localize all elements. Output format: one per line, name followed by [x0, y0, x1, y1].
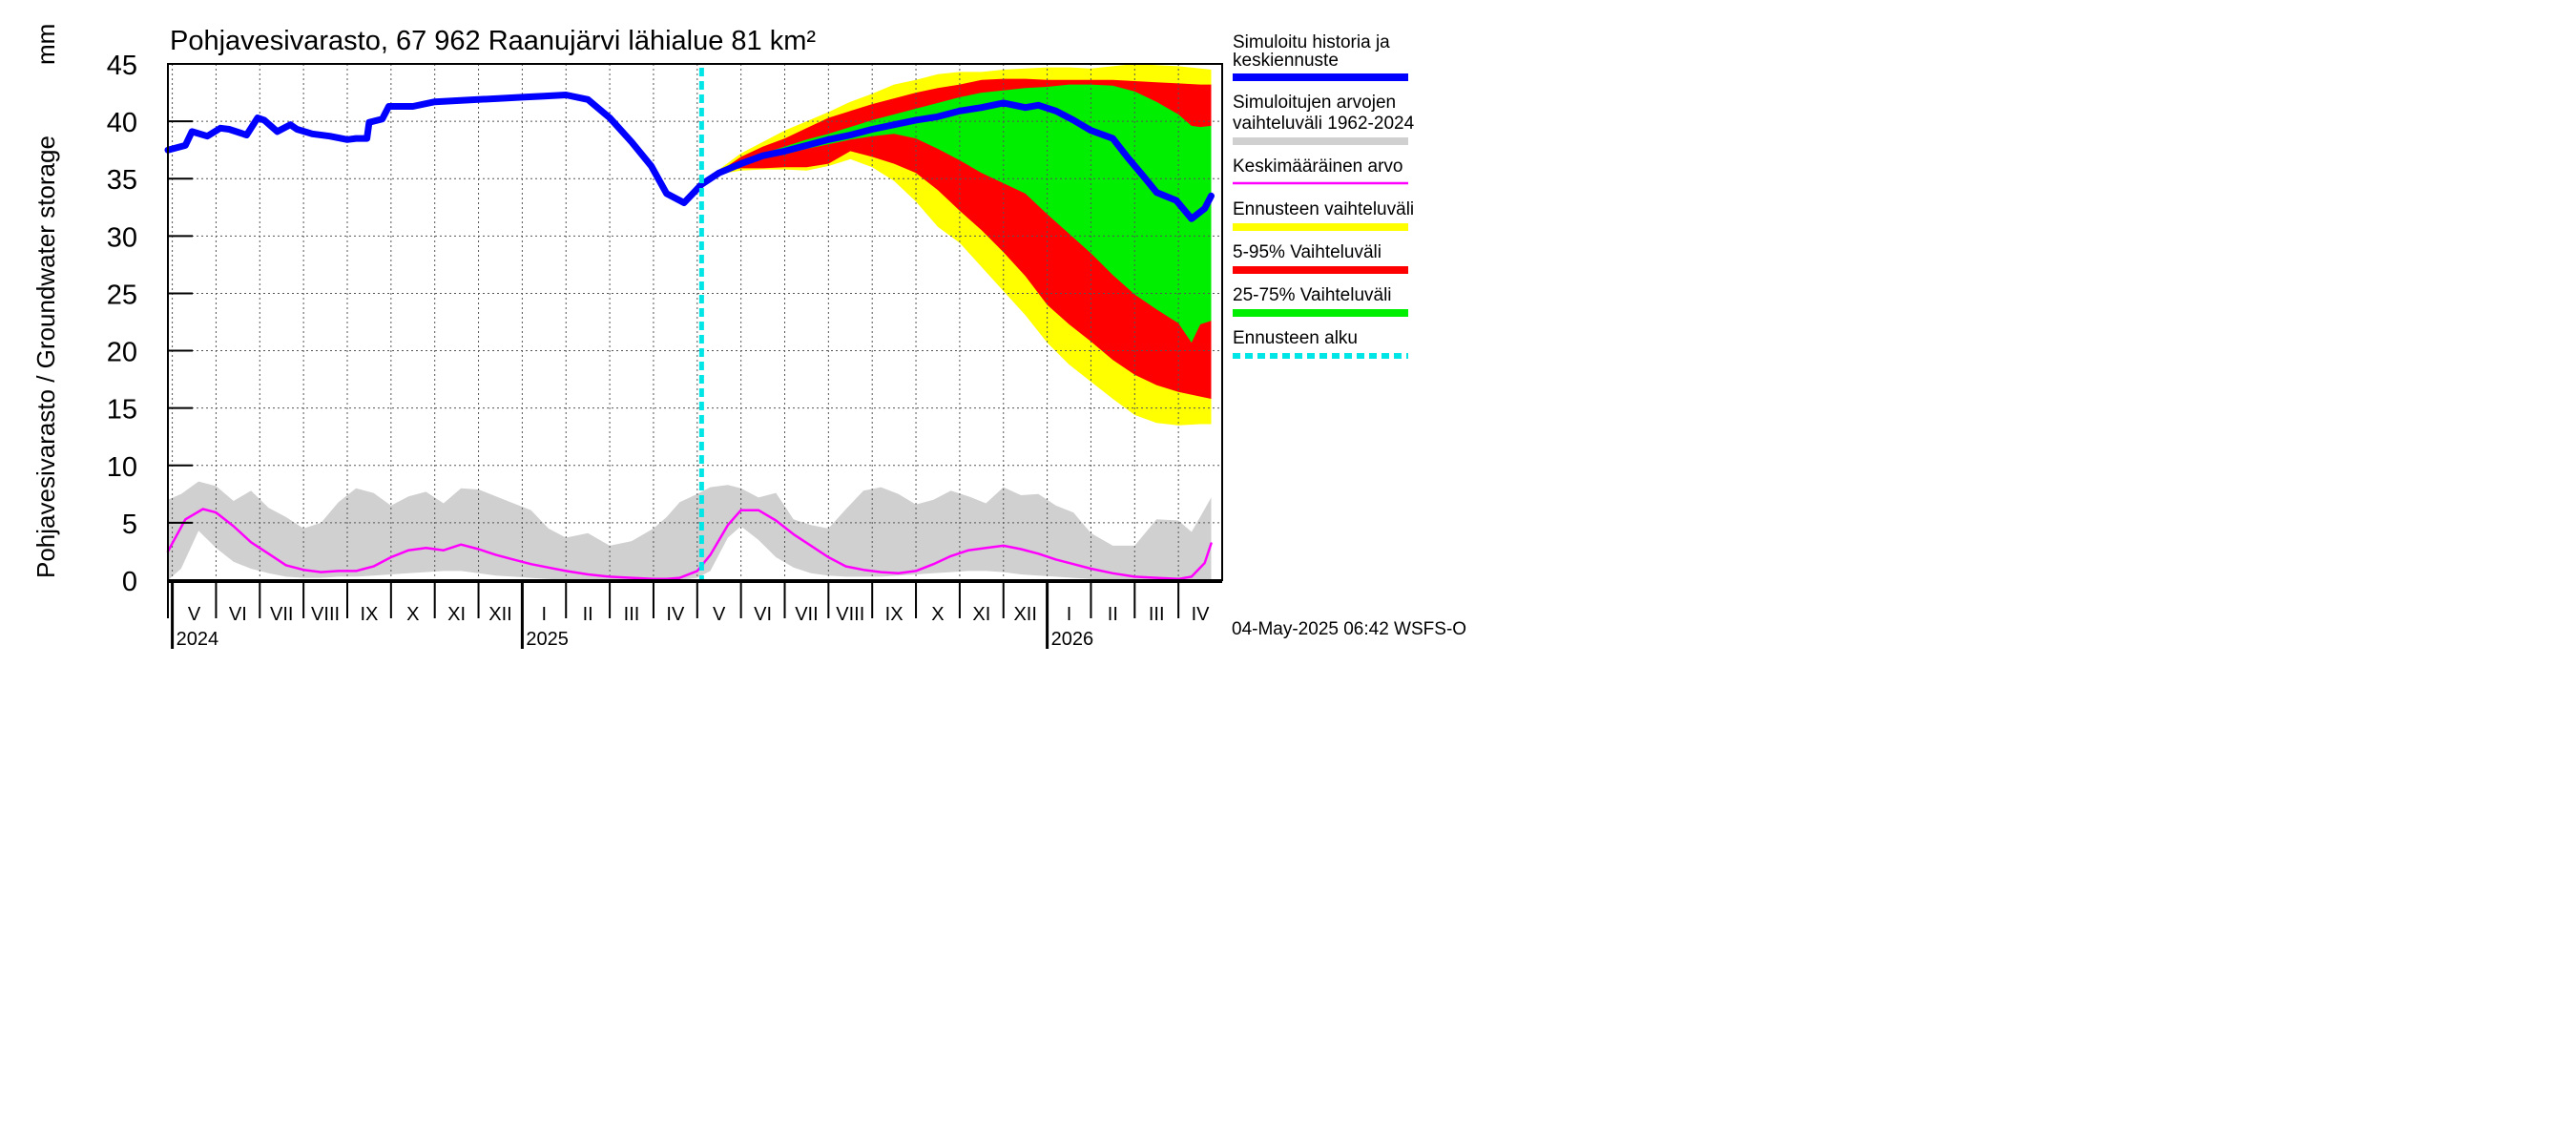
legend-label: vaihteluväli 1962-2024 [1233, 114, 1415, 134]
month-label: IV [1192, 604, 1211, 625]
month-label: X [406, 604, 419, 625]
y-tick-label: 20 [107, 338, 137, 368]
month-label: XI [447, 604, 466, 625]
legend-item-5-95-vaihteluv-li: 5-95% Vaihteluväli [1233, 242, 1408, 274]
month-label: XII [1013, 604, 1036, 625]
y-tick-label: 35 [107, 165, 137, 196]
chart-title: Pohjavesivarasto, 67 962 Raanujärvi lähi… [170, 26, 816, 56]
y-axis-label: Pohjavesivarasto / Groundwater storage [31, 135, 60, 578]
legend-item-keskim-r-inen-arvo: Keskimääräinen arvo [1233, 156, 1408, 185]
plot-frame [167, 63, 1223, 581]
y-tick-label: 0 [122, 567, 137, 597]
month-label: I [1067, 604, 1072, 625]
y-tick-label: 40 [107, 108, 137, 138]
y-tick-label: 10 [107, 452, 137, 483]
y-tick-label: 15 [107, 395, 137, 426]
y-axis-unit: mm [31, 24, 60, 65]
band-layer [168, 64, 1212, 580]
year-label: 2025 [526, 629, 569, 650]
band-25-75-vaihteluv-li [701, 84, 1212, 344]
month-label: II [583, 604, 593, 625]
band-simuloitujen-arvojen-vaihteluv-li-1962-2024 [168, 481, 1212, 580]
legend-item-ennusteen-vaihteluv-li: Ennusteen vaihteluväli [1233, 199, 1414, 231]
legend-label: Keskimääräinen arvo [1233, 156, 1402, 177]
month-label: X [931, 604, 944, 625]
y-tick-label: 45 [107, 51, 137, 81]
month-label: III [1149, 604, 1165, 625]
legend-label: keskiennuste [1233, 51, 1339, 71]
month-label: VII [795, 604, 818, 625]
month-label: VII [270, 604, 293, 625]
series-line-keskim-r-inen-arvo [166, 508, 1213, 581]
month-label: II [1108, 604, 1118, 625]
legend-item-25-75-vaihteluv-li: 25-75% Vaihteluväli [1233, 285, 1408, 317]
month-label: VI [754, 604, 772, 625]
month-label: VIII [311, 604, 340, 625]
timestamp: 04-May-2025 06:42 WSFS-O [1232, 619, 1466, 639]
legend: Simuloitu historia jakeskiennusteSimuloi… [1233, 32, 1415, 359]
month-label: XI [972, 604, 990, 625]
legend-label: Ennusteen vaihteluväli [1233, 199, 1414, 219]
month-label: I [542, 604, 548, 625]
year-label: 2026 [1051, 629, 1094, 650]
series-line-simuloitu-historia-ja-keskiennuste [164, 92, 1215, 222]
month-label: XII [488, 604, 511, 625]
month-label: III [624, 604, 640, 625]
legend-label: Simuloitu historia ja [1233, 32, 1390, 52]
month-label: VIII [836, 604, 864, 625]
month-label: V [188, 604, 201, 625]
legend-label: 25-75% Vaihteluväli [1233, 285, 1392, 305]
month-label: IV [666, 604, 685, 625]
y-tick-label: 25 [107, 280, 137, 310]
month-label: VI [229, 604, 247, 625]
series-layer [164, 68, 1215, 581]
month-label: V [713, 604, 726, 625]
y-tick-label: 30 [107, 222, 137, 253]
legend-label: Simuloitujen arvojen [1233, 93, 1396, 113]
month-label: IX [360, 604, 378, 625]
year-label: 2024 [177, 629, 219, 650]
month-label: IX [885, 604, 904, 625]
y-tick-label: 5 [122, 510, 137, 540]
legend-label: Ennusteen alku [1233, 328, 1358, 348]
legend-item-ennusteen-alku: Ennusteen alku [1233, 328, 1408, 359]
legend-label: 5-95% Vaihteluväli [1233, 242, 1381, 262]
